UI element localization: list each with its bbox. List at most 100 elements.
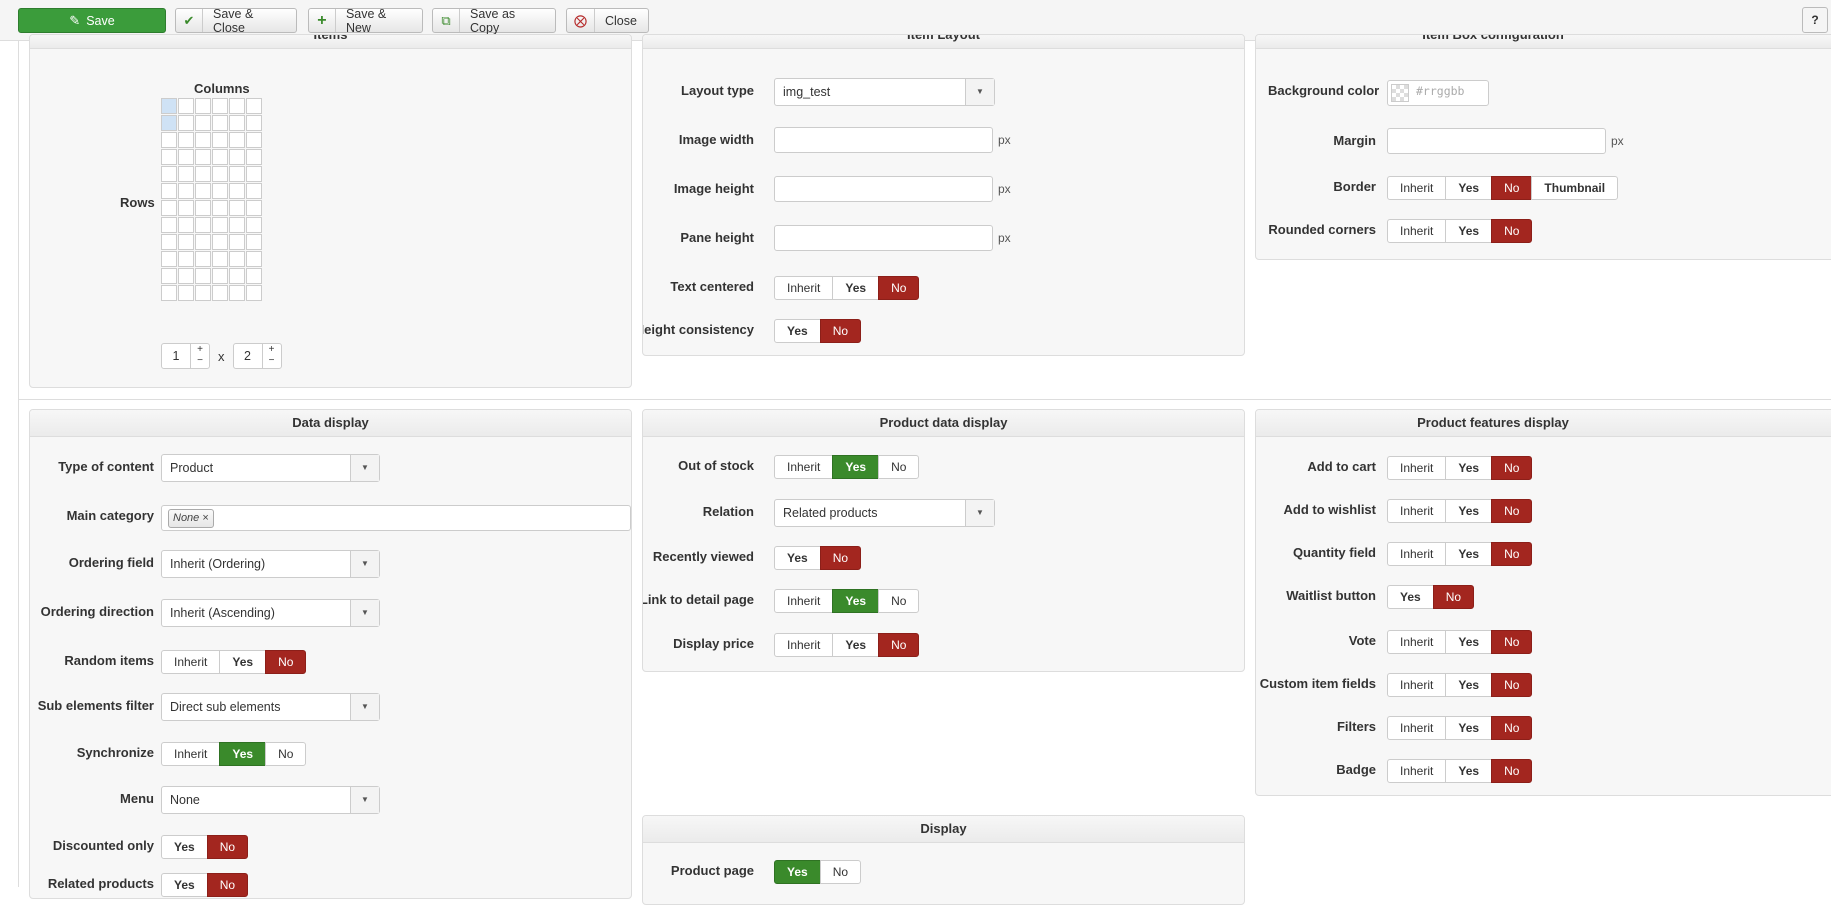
option-yes[interactable]: Yes — [1445, 673, 1493, 697]
image-height-input[interactable] — [774, 176, 993, 202]
option-inherit[interactable]: Inherit — [774, 633, 834, 657]
grid-cell[interactable] — [161, 285, 177, 301]
grid-cell[interactable] — [229, 149, 245, 165]
option-no[interactable]: No — [878, 633, 920, 657]
option-no[interactable]: No — [1491, 219, 1533, 243]
text-centered-toggle[interactable]: Inherit Yes No — [774, 276, 920, 300]
grid-cell[interactable] — [178, 200, 194, 216]
option-no[interactable]: No — [1491, 176, 1533, 200]
columns-rows-grid[interactable] — [161, 98, 262, 301]
grid-cell[interactable] — [212, 268, 228, 284]
option-yes[interactable]: Yes — [832, 589, 880, 613]
grid-cell[interactable] — [195, 285, 211, 301]
grid-cell[interactable] — [229, 132, 245, 148]
option-yes[interactable]: Yes — [1387, 585, 1434, 609]
vote-toggle[interactable]: Inherit Yes No — [1387, 630, 1533, 654]
grid-cell[interactable] — [161, 98, 177, 114]
synchronize-toggle[interactable]: Inherit Yes No — [161, 742, 307, 766]
grid-cell[interactable] — [195, 217, 211, 233]
grid-cell[interactable] — [229, 115, 245, 131]
grid-cell[interactable] — [212, 217, 228, 233]
stepper-buttons[interactable]: + − — [261, 344, 281, 368]
remove-icon[interactable]: × — [202, 512, 209, 524]
grid-cell[interactable] — [246, 132, 262, 148]
grid-cell[interactable] — [161, 166, 177, 182]
grid-cell[interactable] — [229, 234, 245, 250]
grid-cell[interactable] — [195, 98, 211, 114]
grid-cell[interactable] — [161, 200, 177, 216]
grid-cell[interactable] — [195, 115, 211, 131]
badge-toggle[interactable]: Inherit Yes No — [1387, 759, 1533, 783]
grid-cell[interactable] — [212, 115, 228, 131]
option-inherit[interactable]: Inherit — [1387, 219, 1447, 243]
background-color-input[interactable]: #rrggbb — [1387, 80, 1489, 106]
option-inherit[interactable]: Inherit — [1387, 759, 1447, 783]
option-no[interactable]: No — [206, 873, 249, 897]
option-inherit[interactable]: Inherit — [1387, 542, 1447, 566]
grid-cell[interactable] — [212, 183, 228, 199]
image-width-input[interactable] — [774, 127, 993, 153]
grid-cell[interactable] — [161, 234, 177, 250]
option-inherit[interactable]: Inherit — [1387, 630, 1447, 654]
color-swatch-icon[interactable] — [1391, 84, 1409, 102]
option-inherit[interactable]: Inherit — [1387, 716, 1447, 740]
waitlist-button-toggle[interactable]: Yes No — [1387, 585, 1475, 609]
product-page-toggle[interactable]: Yes No — [774, 860, 862, 884]
grid-cell[interactable] — [229, 200, 245, 216]
grid-cell[interactable] — [246, 217, 262, 233]
option-no[interactable]: No — [1491, 456, 1533, 480]
option-yes[interactable]: Yes — [832, 633, 880, 657]
menu-select[interactable]: None ▼ — [161, 786, 380, 814]
sub-elements-filter-select[interactable]: Direct sub elements ▼ — [161, 693, 380, 721]
option-yes[interactable]: Yes — [1445, 176, 1493, 200]
grid-cell[interactable] — [229, 166, 245, 182]
option-no[interactable]: No — [1491, 630, 1533, 654]
grid-cell[interactable] — [246, 166, 262, 182]
grid-cell[interactable] — [229, 251, 245, 267]
grid-cell[interactable] — [229, 183, 245, 199]
close-button[interactable]: ⨂ Close — [566, 8, 649, 33]
grid-cell[interactable] — [195, 183, 211, 199]
grid-cell[interactable] — [178, 98, 194, 114]
grid-cell[interactable] — [195, 251, 211, 267]
grid-cell[interactable] — [195, 268, 211, 284]
option-no[interactable]: No — [1432, 585, 1475, 609]
custom-item-fields-toggle[interactable]: Inherit Yes No — [1387, 673, 1533, 697]
grid-cell[interactable] — [161, 115, 177, 131]
grid-cell[interactable] — [246, 268, 262, 284]
add-to-wishlist-toggle[interactable]: Inherit Yes No — [1387, 499, 1533, 523]
option-no[interactable]: No — [878, 276, 920, 300]
random-items-toggle[interactable]: Inherit Yes No — [161, 650, 307, 674]
option-yes[interactable]: Yes — [774, 860, 821, 884]
grid-cell[interactable] — [178, 234, 194, 250]
grid-cell[interactable] — [246, 200, 262, 216]
category-chip[interactable]: None × — [168, 509, 214, 528]
grid-cell[interactable] — [212, 234, 228, 250]
option-inherit[interactable]: Inherit — [774, 276, 834, 300]
grid-cell[interactable] — [178, 132, 194, 148]
option-no[interactable]: No — [1491, 716, 1533, 740]
grid-cell[interactable] — [246, 234, 262, 250]
save-close-button[interactable]: ✔ Save & Close — [175, 7, 297, 35]
main-category-input[interactable]: None × — [161, 505, 631, 531]
option-yes[interactable]: Yes — [219, 650, 267, 674]
option-thumbnail[interactable]: Thumbnail — [1531, 176, 1619, 200]
recently-viewed-toggle[interactable]: Yes No — [774, 546, 862, 570]
grid-cell[interactable] — [212, 200, 228, 216]
grid-cell[interactable] — [178, 166, 194, 182]
grid-cell[interactable] — [246, 183, 262, 199]
option-yes[interactable]: Yes — [1445, 456, 1493, 480]
grid-cell[interactable] — [212, 166, 228, 182]
grid-cell[interactable] — [161, 251, 177, 267]
option-no[interactable]: No — [878, 455, 920, 479]
layout-type-select[interactable]: img_test ▼ — [774, 78, 995, 106]
out-of-stock-toggle[interactable]: Inherit Yes No — [774, 455, 920, 479]
grid-cell[interactable] — [195, 149, 211, 165]
option-inherit[interactable]: Inherit — [1387, 673, 1447, 697]
grid-cell[interactable] — [178, 115, 194, 131]
option-inherit[interactable]: Inherit — [774, 455, 834, 479]
option-no[interactable]: No — [819, 860, 862, 884]
relation-select[interactable]: Related products ▼ — [774, 499, 995, 527]
grid-cell[interactable] — [195, 200, 211, 216]
option-inherit[interactable]: Inherit — [774, 589, 834, 613]
